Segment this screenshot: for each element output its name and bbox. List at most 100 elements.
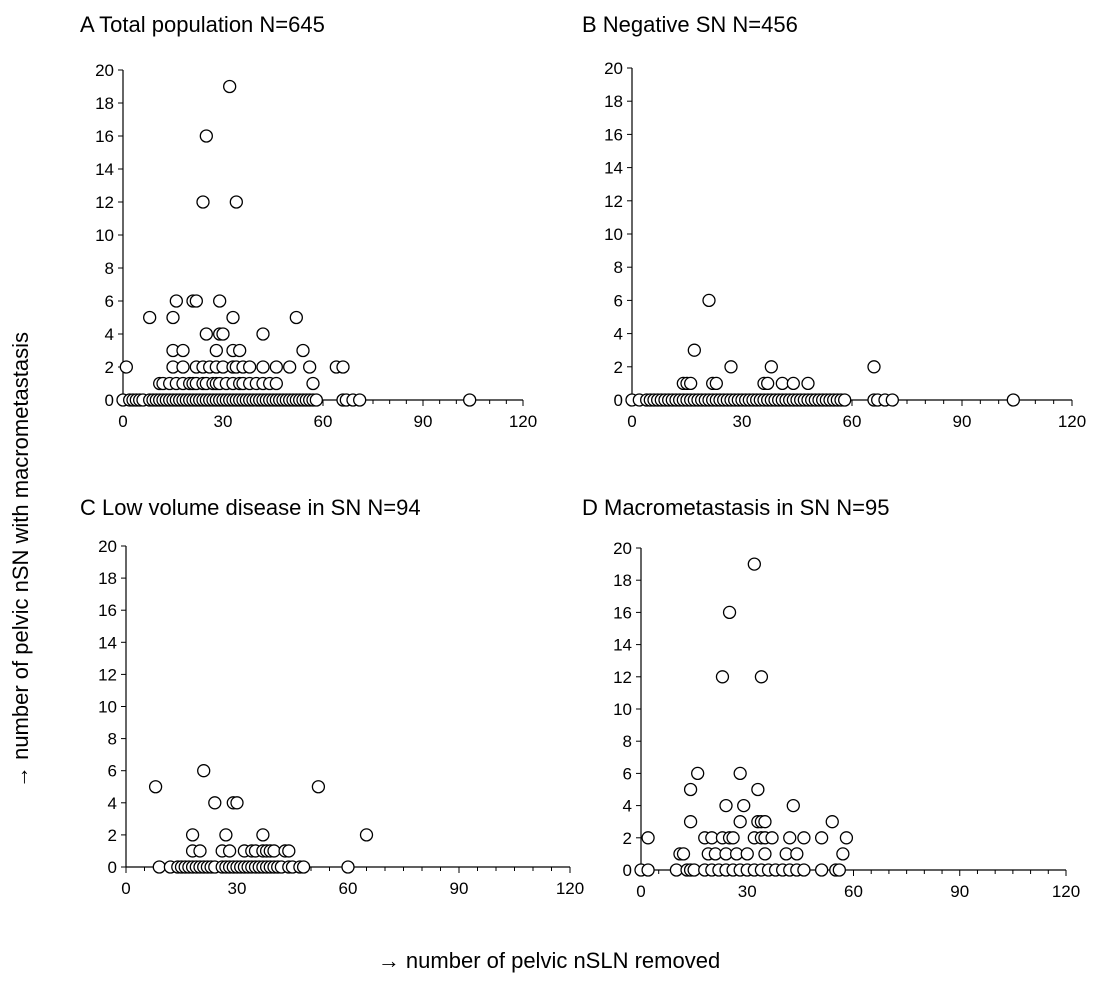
panel-a-data-point bbox=[143, 310, 157, 325]
panel-d-data-point bbox=[754, 670, 769, 684]
panel-c-data-point bbox=[208, 796, 222, 810]
panel-a-title: A Total population N=645 bbox=[80, 12, 325, 37]
panel-c-data-point bbox=[311, 780, 326, 794]
panel-d-data-point bbox=[797, 863, 811, 877]
panel-d-data-point bbox=[691, 766, 705, 781]
panel-a-data-point bbox=[233, 343, 247, 358]
panel-b-y-tick-label: 20 bbox=[604, 59, 623, 78]
panel-c-data-point bbox=[152, 860, 166, 874]
panel-d-data-point bbox=[832, 863, 846, 877]
panel-d-data-point bbox=[715, 670, 730, 684]
panel-a-y-tick-label: 2 bbox=[105, 358, 114, 377]
panel-c: C Low volume disease in SN N=94 0 2 4 6 8 10 12… bbox=[80, 495, 584, 898]
panel-a-y-tick-label: 8 bbox=[105, 259, 114, 278]
panel-d-data-point bbox=[719, 798, 733, 813]
panel-a-y-tick-label: 12 bbox=[95, 193, 114, 212]
panel-c-y-tick-label: 10 bbox=[98, 698, 117, 717]
panel-b-y-tick-label: 6 bbox=[614, 291, 623, 310]
panel-a-data-point bbox=[223, 79, 237, 94]
panel-d: D Macrometastasis in SN N=95 0 2 4 6 8 10 12 14 1… bbox=[582, 495, 1080, 901]
panel-d-data-point bbox=[747, 557, 761, 571]
panel-a-data-point bbox=[296, 343, 310, 358]
panel-d-data-point bbox=[683, 782, 698, 797]
panel-a-data-point bbox=[256, 360, 270, 374]
panel-a-data-point bbox=[176, 360, 190, 374]
panel-b-data-point bbox=[724, 360, 738, 374]
panel-b-data-point bbox=[838, 393, 852, 407]
panel-b-data-point bbox=[764, 360, 778, 374]
panel-c-y-tick-label: 2 bbox=[108, 826, 117, 845]
panel-d-data-point bbox=[839, 831, 854, 845]
panel-d-x-tick-label: 0 bbox=[636, 882, 645, 901]
panel-d-title: D Macrometastasis in SN N=95 bbox=[582, 495, 890, 520]
panel-d-y-tick-label: 14 bbox=[613, 636, 632, 655]
panel-d-y-tick-label: 16 bbox=[613, 603, 632, 622]
panel-c-x-tick-label: 30 bbox=[228, 879, 247, 898]
panel-a-data-point bbox=[306, 376, 320, 391]
panel-a-y-tick-label: 16 bbox=[95, 127, 114, 146]
panel-d-y-tick-label: 4 bbox=[623, 797, 632, 816]
panel-d-y-tick-label: 10 bbox=[613, 700, 632, 719]
panel-c-data-point bbox=[185, 828, 200, 842]
panel-a-data-point bbox=[199, 327, 213, 341]
panel-d-y-tick-label: 2 bbox=[623, 829, 632, 848]
panel-d-data-point bbox=[814, 831, 829, 845]
panel-a-data-point bbox=[243, 360, 257, 374]
panel-d-data-point bbox=[733, 766, 747, 781]
panel-c-y-tick-label: 0 bbox=[108, 858, 117, 877]
panel-a-data-point bbox=[269, 376, 283, 391]
panel-b-data-point bbox=[761, 376, 775, 391]
panel-c-title: C Low volume disease in SN N=94 bbox=[80, 495, 421, 520]
panel-a-data-point bbox=[226, 310, 240, 325]
panel-d-data-point bbox=[641, 831, 655, 845]
panel-b-y-tick-label: 0 bbox=[614, 391, 623, 410]
panel-b: B Negative SN N=456 0 2 4 6 8 10 12 14 16 18 20 0 30 6… bbox=[582, 12, 1086, 431]
panel-b-x-tick-label: 120 bbox=[1058, 412, 1086, 431]
panel-d-y-tick-label: 0 bbox=[623, 861, 632, 880]
panel-d-data-point bbox=[740, 847, 754, 861]
panel-d-data-point bbox=[737, 798, 751, 813]
panel-d-data-point bbox=[814, 863, 829, 877]
panel-a-data-point bbox=[309, 393, 323, 407]
panel-d-x-tick-label: 60 bbox=[844, 882, 863, 901]
panel-b-x-tick-label: 60 bbox=[843, 412, 862, 431]
panel-d-data-point bbox=[726, 831, 740, 845]
panel-a-x-tick-label: 30 bbox=[214, 412, 233, 431]
panel-c-data-point bbox=[222, 844, 237, 858]
panel-c-data-point bbox=[296, 860, 311, 874]
panel-c-data-point bbox=[193, 844, 207, 858]
panel-a-data-point bbox=[283, 360, 297, 374]
panel-d-data-point bbox=[836, 847, 850, 861]
panel-b-data-point bbox=[775, 376, 789, 391]
panel-a-data-point bbox=[269, 360, 283, 374]
panel-a-y-tick-label: 6 bbox=[105, 292, 114, 311]
panel-a-y-tick-label: 0 bbox=[105, 391, 114, 410]
panel-a-x-tick-label: 120 bbox=[509, 412, 537, 431]
panel-b-data-point bbox=[1006, 393, 1020, 407]
panel-b-data-point bbox=[702, 293, 716, 308]
x-axis-label: → number of pelvic nSLN removed bbox=[378, 948, 720, 973]
panel-c-y-tick-label: 18 bbox=[98, 569, 117, 588]
panel-b-y-tick-label: 2 bbox=[614, 358, 623, 377]
panel-d-data-point bbox=[758, 815, 772, 829]
panel-d-data-point bbox=[676, 847, 691, 861]
panel-a-y-tick-label: 14 bbox=[95, 160, 114, 179]
panel-b-y-tick-label: 4 bbox=[614, 325, 623, 344]
panel-b-data-point bbox=[684, 376, 698, 391]
panel-c-y-tick-label: 8 bbox=[108, 730, 117, 749]
panel-a-data-point bbox=[199, 129, 213, 143]
panel-c-x-tick-label: 60 bbox=[339, 879, 358, 898]
panel-a-x-tick-label: 60 bbox=[314, 412, 333, 431]
panel-d-y-tick-label: 20 bbox=[613, 539, 632, 558]
panel-c-data-point bbox=[282, 844, 296, 858]
panel-a-data-point bbox=[166, 310, 180, 325]
panel-a: A Total population N=645 0 2 4 6 8 10 12 14 16 18 2… bbox=[80, 12, 537, 431]
panel-c-y-tick-label: 6 bbox=[108, 762, 117, 781]
panel-c-y-tick-label: 20 bbox=[98, 537, 117, 556]
panel-d-data-point bbox=[825, 815, 839, 829]
panel-a-data-point bbox=[463, 393, 477, 407]
panel-b-y-tick-label: 18 bbox=[604, 92, 623, 111]
panel-a-data-point bbox=[169, 294, 183, 308]
panel-c-y-tick-label: 16 bbox=[98, 601, 117, 620]
